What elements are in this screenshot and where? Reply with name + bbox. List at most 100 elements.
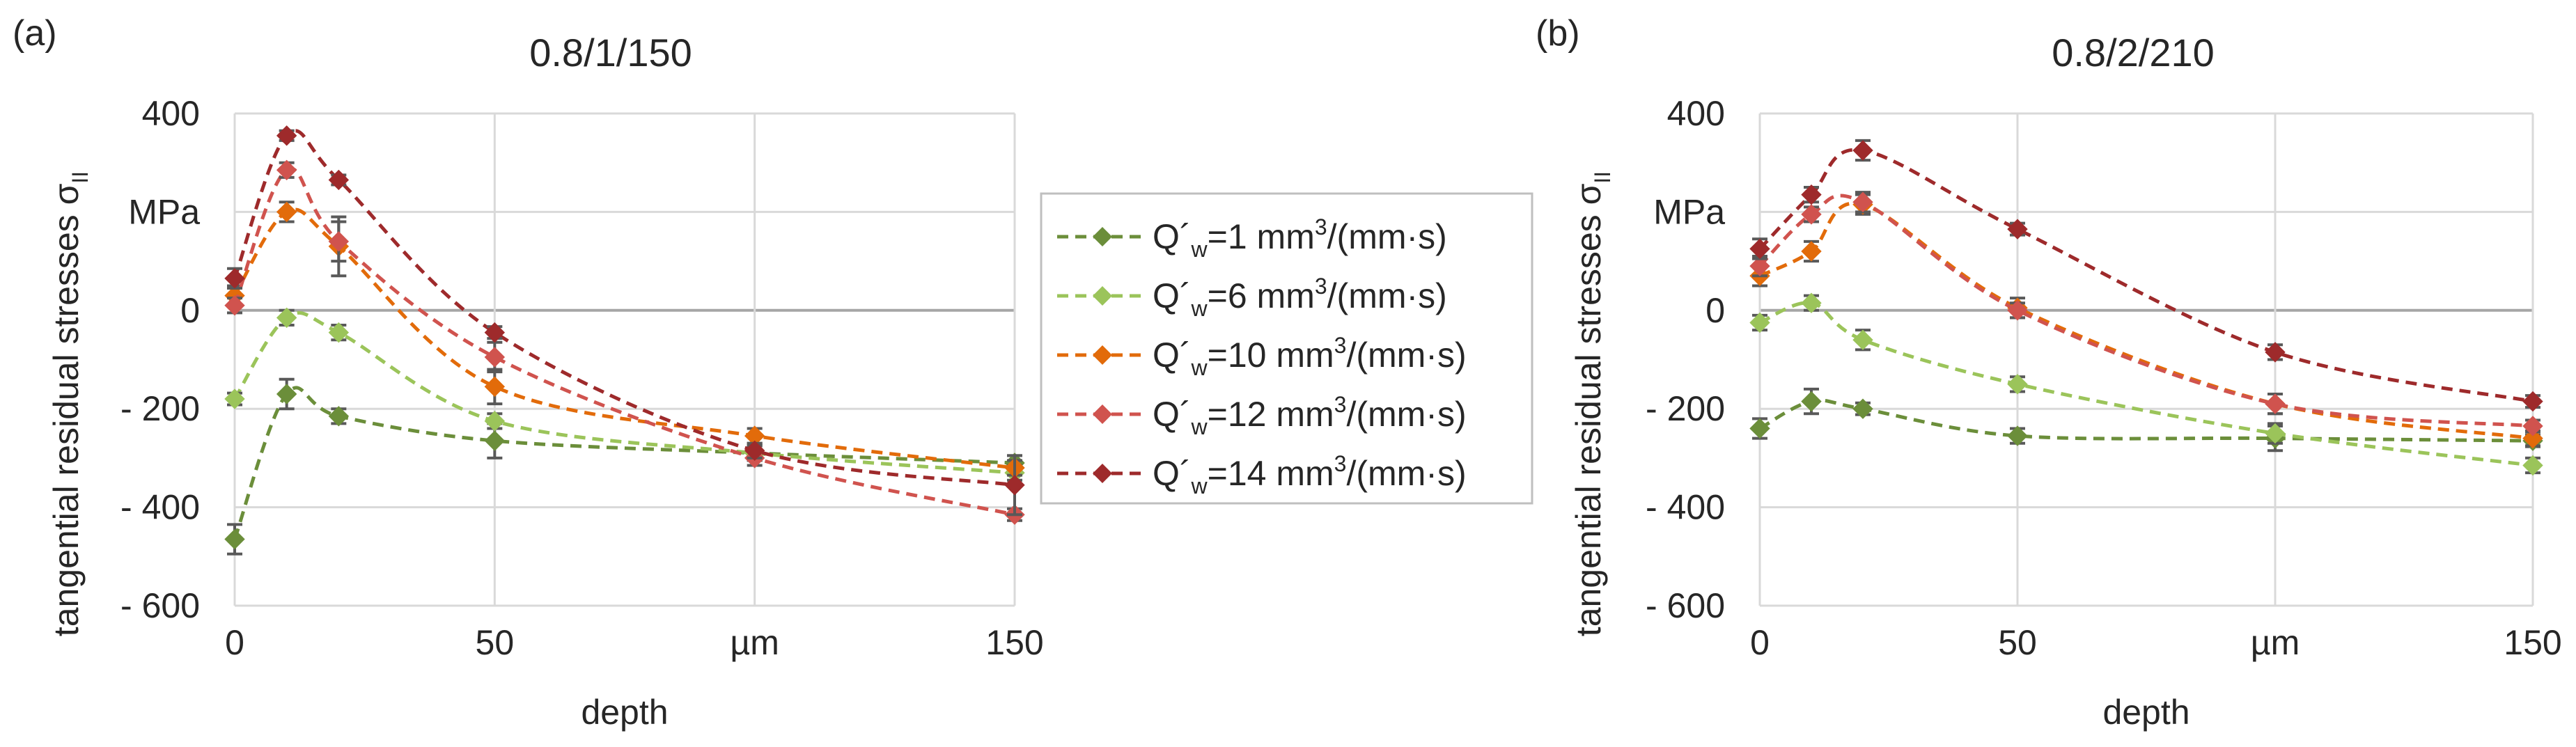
data-point — [2265, 393, 2286, 414]
series-line — [1758, 301, 2534, 467]
legend-prefix: Q´ — [1153, 454, 1192, 493]
data-point — [328, 406, 350, 427]
y-axis-title-b: tangential residual stresses σII — [1569, 171, 1615, 636]
legend-entry-1: Q´w=1 mm3/(mm·s) — [1057, 214, 1447, 262]
legend-superscript: 3 — [1315, 274, 1327, 299]
data-point — [2522, 427, 2543, 449]
legend-superscript: 3 — [1334, 392, 1347, 417]
y-axis-title-subscript-b: II — [1590, 171, 1615, 184]
legend-superscript: 3 — [1334, 333, 1347, 358]
data-point — [1749, 255, 1770, 276]
x-tick-label: 50 — [476, 623, 515, 662]
y-tick-label: - 200 — [1646, 389, 1725, 428]
series-4 — [224, 159, 1025, 525]
y-tick-label: 0 — [180, 291, 200, 330]
data-point — [2265, 423, 2286, 444]
legend-subscript: w — [1191, 355, 1208, 380]
data-point — [1852, 329, 1873, 350]
y-tick-label: MPa — [128, 192, 200, 231]
legend-entry-5: Q´w=14 mm3/(mm·s) — [1057, 451, 1467, 498]
series-5 — [1749, 139, 2543, 412]
y-axis-title-a: tangential residual stresses σII — [47, 171, 93, 636]
data-point — [276, 307, 297, 329]
x-tick-label: 150 — [985, 623, 1043, 662]
data-point — [1004, 475, 1025, 496]
data-point — [1801, 204, 1822, 225]
y-tick-labels-a: 400 MPa 0 - 200 - 400 - 600 — [120, 94, 200, 625]
x-axis-title-a: depth — [581, 693, 668, 732]
data-point — [276, 201, 297, 223]
panel-label-b: (b) — [1536, 13, 1580, 54]
y-axis-title-subscript-a: II — [68, 171, 93, 184]
chart-panel-a: (a) 0.8/1/150 400 MPa 0 - 200 - 400 - 600 0 50… — [13, 13, 1044, 732]
legend-marker — [1093, 404, 1112, 424]
y-tick-label: 400 — [142, 94, 200, 133]
x-tick-labels-b: 0 50 µm 150 — [1750, 623, 2562, 662]
data-point — [484, 347, 506, 368]
legend-superscript: 3 — [1315, 214, 1327, 239]
data-point — [328, 322, 350, 343]
series-group-b — [1749, 139, 2543, 476]
data-point — [484, 411, 506, 432]
series-4 — [1749, 191, 2543, 437]
data-point — [1749, 418, 1770, 439]
y-tick-label: - 200 — [120, 389, 200, 428]
legend-value: =6 mm — [1208, 276, 1315, 315]
panel-label-a: (a) — [13, 13, 57, 54]
x-tick-labels-a: 0 50 µm 150 — [225, 623, 1044, 662]
legend-label: Q´w=1 mm3/(mm·s) — [1153, 214, 1447, 262]
legend-entry-2: Q´w=6 mm3/(mm·s) — [1057, 274, 1447, 321]
y-tick-label: 400 — [1667, 94, 1725, 133]
data-point — [328, 231, 350, 252]
data-point — [2522, 416, 2543, 437]
data-point — [2007, 300, 2028, 321]
legend-value: =10 mm — [1208, 336, 1334, 375]
x-tick-label: 150 — [2504, 623, 2561, 662]
x-tick-label: 50 — [1998, 623, 2037, 662]
y-axis-title-text-a: tangential residual stresses σ — [47, 183, 86, 636]
series-2 — [1749, 292, 2543, 476]
legend-entry-4: Q´w=12 mm3/(mm·s) — [1057, 392, 1467, 439]
legend-suffix: /(mm·s) — [1327, 276, 1447, 315]
legend-label: Q´w=12 mm3/(mm·s) — [1153, 392, 1467, 439]
x-tick-label: µm — [2251, 623, 2300, 662]
y-axis-title-text-b: tangential residual stresses σ — [1569, 183, 1608, 636]
data-point — [1749, 238, 1770, 260]
grid-a — [233, 112, 1016, 607]
series-line — [1758, 201, 2534, 441]
grid-b — [1758, 112, 2534, 607]
data-point — [2007, 425, 2028, 446]
series-line — [233, 129, 1015, 487]
x-tick-label: 0 — [1750, 623, 1770, 662]
data-point — [1852, 398, 1873, 419]
legend-marker — [1093, 286, 1112, 306]
legend-value: =14 mm — [1208, 454, 1334, 493]
legend-subscript: w — [1191, 473, 1208, 498]
data-point — [744, 440, 765, 462]
data-point — [1801, 292, 1822, 313]
legend-label: Q´w=10 mm3/(mm·s) — [1153, 333, 1467, 380]
legend-prefix: Q´ — [1153, 217, 1192, 256]
legend-prefix: Q´ — [1153, 336, 1192, 375]
y-tick-label: - 400 — [120, 488, 200, 527]
data-point — [1801, 391, 1822, 412]
data-point — [1749, 312, 1770, 333]
legend-label: Q´w=6 mm3/(mm·s) — [1153, 274, 1447, 321]
legend-label: Q´w=14 mm3/(mm·s) — [1153, 451, 1467, 498]
legend-prefix: Q´ — [1153, 276, 1192, 315]
legend-entry-3: Q´w=10 mm3/(mm·s) — [1057, 333, 1467, 380]
data-point — [328, 169, 350, 191]
data-point — [1801, 184, 1822, 205]
y-tick-labels-b: 400 MPa 0 - 200 - 400 - 600 — [1646, 94, 1725, 625]
data-point — [484, 322, 506, 343]
legend-superscript: 3 — [1334, 451, 1347, 476]
data-point — [1852, 140, 1873, 161]
data-point — [2265, 342, 2286, 363]
y-tick-label: - 600 — [120, 586, 200, 625]
legend-marker — [1093, 464, 1112, 483]
data-point — [1801, 241, 1822, 262]
data-point — [224, 388, 245, 409]
y-tick-label: - 400 — [1646, 488, 1725, 527]
legend-marker — [1093, 227, 1112, 246]
